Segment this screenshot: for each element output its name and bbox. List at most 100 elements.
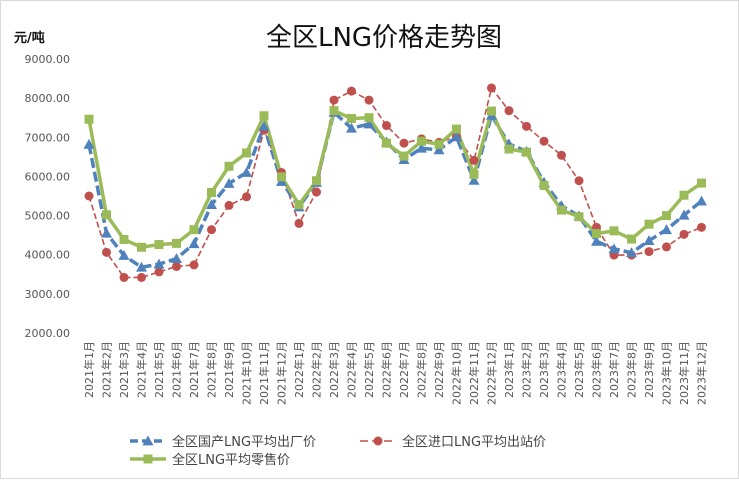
data-point-square xyxy=(172,238,181,248)
x-tick-label: 2022年9月 xyxy=(432,341,446,398)
data-point-square xyxy=(487,106,496,116)
x-tick-label: 2021年2月 xyxy=(100,341,114,398)
y-tick-label: 7000.00 xyxy=(25,131,71,144)
y-axis-unit-label: 元/吨 xyxy=(14,30,45,46)
x-tick-label: 2022年11月 xyxy=(467,341,481,405)
data-point-square xyxy=(452,124,461,134)
data-point-circle xyxy=(207,225,216,235)
data-point-square xyxy=(84,114,94,124)
y-tick-label: 5000.00 xyxy=(25,210,71,223)
x-tick-label: 2021年7月 xyxy=(187,341,201,398)
x-tick-label: 2022年4月 xyxy=(345,341,359,398)
data-point-circle xyxy=(172,261,181,271)
legend-label: 全区国产LNG平均出厂价 xyxy=(172,434,316,450)
x-tick-label: 2022年1月 xyxy=(292,341,306,398)
data-point-square xyxy=(329,106,339,116)
data-point-square xyxy=(697,178,706,188)
legend-label: 全区进口LNG平均出站价 xyxy=(402,434,546,450)
x-tick-label: 2021年12月 xyxy=(275,341,289,405)
data-point-circle xyxy=(294,218,304,228)
legend-item: 全区国产LNG平均出厂价 xyxy=(130,434,316,450)
data-point-square xyxy=(259,111,269,121)
data-point-square xyxy=(679,190,689,200)
data-point-square xyxy=(469,169,479,179)
data-point-triangle xyxy=(101,227,112,238)
data-point-square xyxy=(137,242,146,252)
data-point-square xyxy=(574,212,584,222)
data-point-triangle xyxy=(118,249,130,260)
x-tick-label: 2023年10月 xyxy=(660,341,674,405)
data-point-square xyxy=(644,219,654,229)
data-point-square xyxy=(224,161,234,171)
data-point-square xyxy=(504,144,514,154)
data-point-circle xyxy=(557,150,566,160)
data-point-square xyxy=(364,113,374,123)
chart-title: 全区LNG价格走势图 xyxy=(266,23,502,53)
x-tick-label: 2022年7月 xyxy=(397,341,411,398)
data-point-triangle xyxy=(661,224,672,235)
y-tick-label: 9000.00 xyxy=(25,53,71,66)
x-tick-label: 2022年10月 xyxy=(450,341,464,405)
x-tick-label: 2023年7月 xyxy=(607,341,621,398)
x-tick-label: 2021年9月 xyxy=(222,341,236,398)
data-point-square xyxy=(242,148,251,158)
data-point-triangle xyxy=(83,138,95,149)
legend-item: 全区进口LNG平均出站价 xyxy=(360,434,546,450)
x-tick-label: 2021年4月 xyxy=(135,341,149,398)
x-tick-label: 2022年8月 xyxy=(415,341,429,398)
x-tick-label: 2022年3月 xyxy=(327,341,341,398)
data-point-circle xyxy=(224,200,234,210)
data-point-triangle xyxy=(171,253,182,264)
data-point-square xyxy=(609,226,619,236)
data-point-square xyxy=(312,176,321,186)
data-point-circle xyxy=(119,272,129,282)
data-point-triangle xyxy=(626,247,637,258)
data-point-triangle xyxy=(608,243,620,254)
data-point-triangle xyxy=(363,118,375,129)
data-point-triangle xyxy=(416,142,427,153)
data-point-circle xyxy=(697,222,706,232)
data-point-square xyxy=(434,139,444,149)
data-point-circle xyxy=(662,242,671,252)
data-point-square xyxy=(189,225,199,235)
data-point-triangle xyxy=(346,122,357,133)
y-tick-label: 3000.00 xyxy=(25,288,71,301)
x-tick-label: 2022年2月 xyxy=(310,341,324,398)
data-point-triangle xyxy=(241,167,252,177)
x-tick-label: 2021年5月 xyxy=(152,341,166,398)
x-tick-label: 2023年11月 xyxy=(677,341,691,405)
data-point-triangle xyxy=(591,235,602,246)
data-point-square xyxy=(627,234,636,244)
data-point-circle xyxy=(364,95,374,105)
x-tick-label: 2021年10月 xyxy=(240,341,254,405)
x-tick-label: 2023年4月 xyxy=(555,341,569,398)
legend-marker-square xyxy=(143,454,153,464)
data-point-circle xyxy=(154,267,164,277)
y-tick-label: 6000.00 xyxy=(25,170,71,183)
x-tick-label: 2023年6月 xyxy=(590,341,604,398)
y-axis-ticks: 2000.00 3000.00 4000.00 5000.00 6000.00 7000.… xyxy=(25,53,71,340)
data-point-circle xyxy=(644,247,654,257)
data-point-triangle xyxy=(696,195,707,206)
data-point-circle xyxy=(242,192,251,202)
data-point-circle xyxy=(312,187,321,197)
data-point-circle xyxy=(574,176,584,186)
data-point-square xyxy=(154,240,164,250)
data-point-circle xyxy=(137,272,146,282)
data-point-triangle xyxy=(223,177,235,188)
data-point-square xyxy=(539,180,549,190)
x-tick-label: 2021年6月 xyxy=(170,341,184,398)
x-tick-label: 2021年3月 xyxy=(117,341,131,398)
data-point-square xyxy=(102,210,111,220)
data-point-circle xyxy=(504,106,514,116)
x-tick-label: 2022年12月 xyxy=(485,341,499,405)
data-point-square xyxy=(294,200,304,210)
x-tick-label: 2022年6月 xyxy=(380,341,394,398)
data-point-circle xyxy=(102,247,111,257)
data-point-square xyxy=(557,205,566,215)
x-tick-label: 2023年5月 xyxy=(572,341,586,398)
data-point-triangle xyxy=(451,131,462,142)
data-point-circle xyxy=(329,95,339,105)
